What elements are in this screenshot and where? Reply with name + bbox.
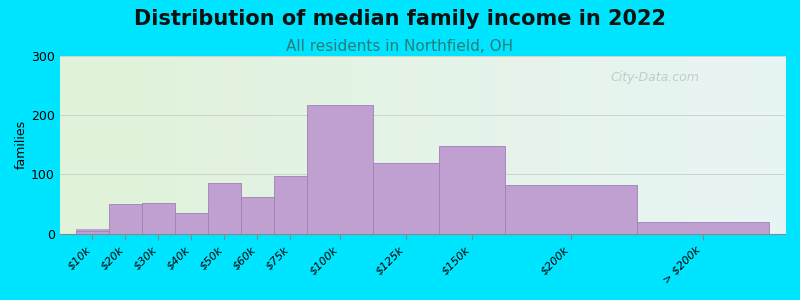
Bar — [438, 146, 505, 234]
Y-axis label: families: families — [15, 120, 28, 170]
Bar — [76, 231, 109, 234]
Bar — [274, 176, 307, 234]
Text: City-Data.com: City-Data.com — [611, 71, 700, 84]
Text: Distribution of median family income in 2022: Distribution of median family income in … — [134, 9, 666, 29]
Bar — [505, 185, 637, 234]
Bar — [76, 229, 769, 234]
Bar — [307, 105, 373, 234]
Bar — [175, 213, 208, 234]
Bar — [142, 203, 175, 234]
Text: All residents in Northfield, OH: All residents in Northfield, OH — [286, 39, 514, 54]
Bar — [373, 163, 438, 234]
Bar — [208, 183, 241, 234]
Bar — [241, 197, 274, 234]
Bar — [637, 222, 769, 234]
Bar — [109, 204, 142, 234]
